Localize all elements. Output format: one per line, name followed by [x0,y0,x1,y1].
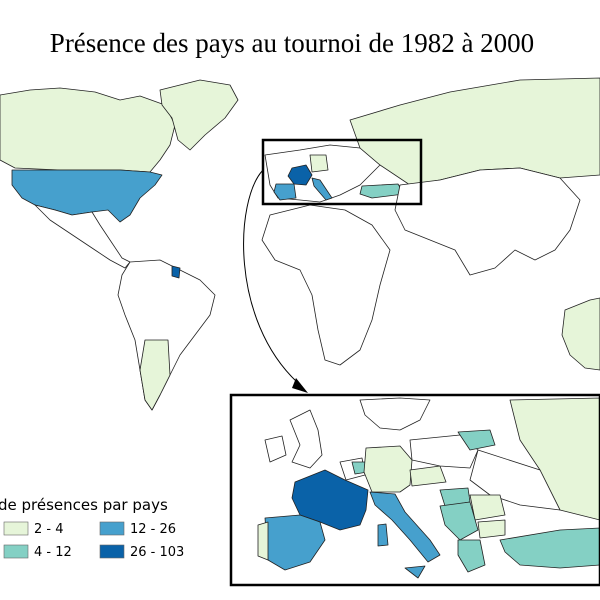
scandinavia [359,397,431,431]
italy-small [311,177,333,201]
usa [11,169,163,223]
romania [469,494,506,521]
arrow-head [292,378,308,393]
map-title: Présence des pays au tournoi de 1982 à 2… [50,28,534,58]
germany-small [309,154,329,173]
italy [369,491,441,563]
sardinia [377,523,389,547]
bulgaria [477,519,506,539]
legend: de présences par pays 2 - 4 4 - 12 12 - 26… [0,496,184,560]
world-map [0,77,600,411]
legend-swatch [3,521,29,536]
canada [0,87,176,173]
turkey-small [359,183,405,199]
turkey [499,527,600,569]
legend-label: 2 - 4 [34,522,64,537]
legend-label: 4 - 12 [34,545,72,560]
australia [561,297,600,371]
legend-swatch [99,521,125,536]
asia [394,167,581,276]
inset-frame [229,393,600,587]
ireland [264,435,287,463]
yugoslavia [439,501,479,541]
uk [289,409,323,469]
france [291,469,369,531]
greenland [159,79,239,151]
portugal [257,521,269,561]
france-small [287,164,313,186]
legend-title: de présences par pays [0,496,168,514]
spain-small [273,183,297,201]
zoom-box [261,138,423,206]
french-guiana [171,265,181,279]
legend-swatch [99,544,125,559]
legend-label: 26 - 103 [130,545,184,560]
argentina [139,339,171,411]
greece [457,539,486,573]
africa [261,204,391,366]
zoom-arrow [243,169,299,384]
spain [264,514,326,571]
sicily [404,565,426,579]
germany [363,445,413,493]
legend-swatch [3,544,29,559]
europe-inset [229,393,600,587]
legend-label: 12 - 26 [130,522,176,537]
czech [409,465,447,487]
lithuania [457,429,496,451]
